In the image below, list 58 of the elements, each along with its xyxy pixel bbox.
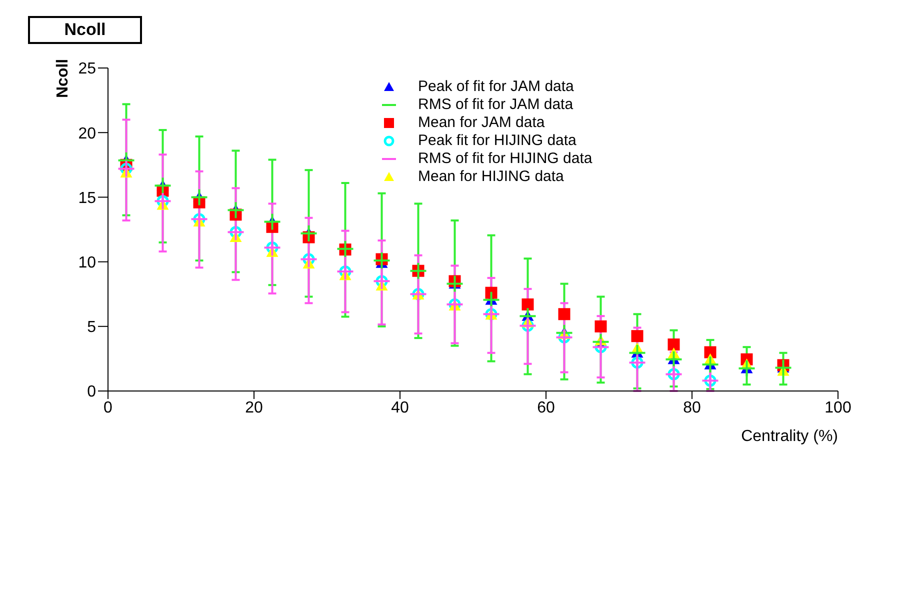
point xyxy=(628,354,646,372)
x-tick-label: 60 xyxy=(537,399,555,416)
y-tick-label: 15 xyxy=(78,190,96,207)
y-axis-title: Ncoll xyxy=(54,58,72,98)
point xyxy=(664,365,683,384)
point xyxy=(300,224,318,242)
point xyxy=(558,308,570,320)
point xyxy=(190,210,208,228)
point xyxy=(226,223,245,242)
legend-label: RMS of fit for JAM data xyxy=(418,96,574,114)
chart-title: Ncoll xyxy=(28,16,142,44)
point xyxy=(774,358,792,377)
legend-label: Mean for JAM data xyxy=(418,114,545,132)
point xyxy=(518,316,537,335)
legend-label: Peak of fit for JAM data xyxy=(418,78,574,96)
legend-label: RMS of fit for HIJING data xyxy=(418,150,592,168)
point xyxy=(485,286,498,299)
point xyxy=(446,274,464,293)
point xyxy=(701,356,720,374)
point xyxy=(592,338,610,356)
point xyxy=(668,338,680,350)
x-tick-label: 100 xyxy=(824,399,852,416)
point xyxy=(664,350,683,368)
point xyxy=(446,295,464,314)
point xyxy=(594,320,607,332)
point xyxy=(336,240,354,258)
legend-label: Mean for HIJING data xyxy=(418,168,564,186)
point xyxy=(372,272,391,290)
y-tick-label: 20 xyxy=(78,125,96,142)
point xyxy=(522,298,534,310)
point xyxy=(117,160,136,178)
point xyxy=(336,262,354,280)
point xyxy=(300,250,318,268)
point xyxy=(226,201,245,220)
point xyxy=(154,176,172,195)
y-tick-label: 10 xyxy=(78,254,96,272)
y-tick-label: 25 xyxy=(78,60,96,78)
point xyxy=(263,212,282,231)
point xyxy=(409,285,428,304)
point xyxy=(263,238,282,257)
x-tick-label: 40 xyxy=(391,399,409,416)
x-tick-label: 20 xyxy=(245,399,263,416)
x-axis-title: Centrality (%) xyxy=(741,428,838,445)
x-tick-label: 80 xyxy=(683,399,701,416)
point xyxy=(190,188,208,206)
x-tick-label: 0 xyxy=(104,399,113,416)
y-tick-label: 5 xyxy=(87,319,96,336)
point xyxy=(372,252,391,270)
point xyxy=(409,262,428,280)
point xyxy=(482,305,500,324)
point xyxy=(738,359,756,378)
point xyxy=(631,330,644,342)
point xyxy=(704,346,716,358)
y-tick-label: 0 xyxy=(87,384,96,401)
point xyxy=(154,192,172,210)
legend-label: Peak fit for HIJING data xyxy=(418,132,576,150)
point xyxy=(482,290,500,309)
point xyxy=(555,328,574,346)
